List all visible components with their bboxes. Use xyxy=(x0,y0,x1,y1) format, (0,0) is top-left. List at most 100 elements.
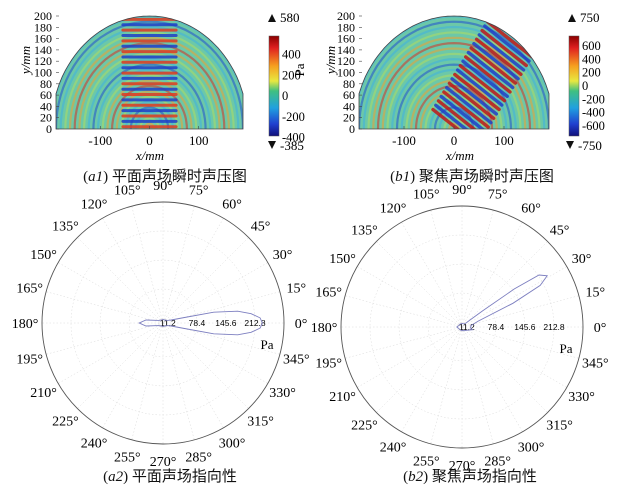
a2-angle-label: 225° xyxy=(52,415,79,430)
a1-wavefront xyxy=(68,36,231,129)
a2-angle-label: 15° xyxy=(286,281,306,296)
b1-beam-stripe xyxy=(483,24,531,63)
caption-b2-text: 聚焦声场指向性 xyxy=(431,469,537,485)
a2-grid-spoke xyxy=(102,218,164,324)
b1-beam-stripe xyxy=(431,107,479,129)
b2-angle-label: 30° xyxy=(572,252,592,267)
a2-angle-label: 330° xyxy=(269,386,296,401)
a2-radial-label: 212.8 xyxy=(244,318,266,328)
a2-angle-label: 240° xyxy=(81,437,108,452)
b2-grid-spoke xyxy=(345,326,463,359)
b2-angle-label: 330° xyxy=(568,390,595,405)
b2-angle-label: 240° xyxy=(380,441,407,456)
b1-colorbar-tick-label: -600 xyxy=(582,119,605,133)
b1-wavefront xyxy=(376,41,532,129)
a2-grid-spoke xyxy=(162,291,280,324)
b2-grid-spoke xyxy=(461,326,579,359)
a1-y-tick-label: 100 xyxy=(34,66,52,80)
b2-grid-spoke xyxy=(345,295,463,328)
b1-y-tick-label: 80 xyxy=(343,77,355,91)
a2-angle-label: 180° xyxy=(12,317,39,332)
b1-x-label: x/mm xyxy=(445,148,474,163)
b1-colorbar-max-triangle xyxy=(568,14,576,22)
b1-beam-stripe xyxy=(447,81,496,120)
a1-y-tick-label: 180 xyxy=(34,20,52,34)
a1-x-tick-label: -100 xyxy=(88,133,112,148)
b2-outer-circle xyxy=(340,205,584,449)
a1-colorbar-max-label: 580 xyxy=(280,10,300,25)
b1-colorbar-min-label: -750 xyxy=(578,138,602,153)
b2-grid-spoke xyxy=(461,326,548,413)
b2-radial-label: 11.2 xyxy=(459,322,475,332)
b1-colorbar-min-triangle xyxy=(566,141,574,149)
a1-wavefront xyxy=(120,95,179,129)
b1-x-ticks: -100 0 100 xyxy=(392,126,514,148)
b2-angle-label: 195° xyxy=(315,357,342,372)
b1-y-tick-label: 160 xyxy=(337,32,355,46)
a2-grid-spoke xyxy=(77,237,164,324)
b1-plot-outline xyxy=(358,15,550,130)
b1-y-tick-label: 20 xyxy=(343,111,355,125)
a1-colorbar-tick-label: -200 xyxy=(282,110,305,124)
a1-colorbar-tick-label: 0 xyxy=(282,89,288,103)
b2-grid-circle xyxy=(427,292,497,362)
a1-wavefront xyxy=(111,84,188,129)
a2-angle-label: 105° xyxy=(114,184,141,199)
a1-wavefront xyxy=(106,79,193,129)
b1-heatmap xyxy=(359,16,549,129)
b2-grid-spoke xyxy=(461,210,494,328)
b2-angle-label: 15° xyxy=(585,285,605,300)
a1-plot-outline xyxy=(55,15,244,130)
b2-grid-spoke xyxy=(461,266,567,328)
caption-a2: (a2) 平面声场指向性 xyxy=(103,469,237,485)
caption-b2-id: b2 xyxy=(408,469,424,485)
b1-y-tick-label: 200 xyxy=(337,9,355,23)
a2-angle-label: 270° xyxy=(150,455,177,470)
b2-grid-spoke xyxy=(401,222,463,328)
a1-y-tick-label: 20 xyxy=(40,111,52,125)
a1-wavefront xyxy=(97,68,202,129)
b1-y-tick-label: 180 xyxy=(337,20,355,34)
panel-a2: 0° 15° 30°45° 60° 75° 90° 105° 120°135° 150° 165°… xyxy=(12,179,310,470)
b2-angle-label: 285° xyxy=(484,454,511,469)
b2-angle-label: 180° xyxy=(311,321,338,336)
b1-beam-stripe xyxy=(453,72,501,112)
a2-grid-spoke xyxy=(162,206,195,324)
b1-colorbar-tick-label: -400 xyxy=(582,106,605,120)
caption-a1-text: 平面声场瞬时声压图 xyxy=(111,169,247,185)
a1-x-label: x/mm xyxy=(135,148,164,163)
b2-radial-label: 145.6 xyxy=(514,322,536,332)
a1-wavefront xyxy=(59,25,240,129)
a2-unit-label: Pa xyxy=(261,337,274,352)
b1-x-tick-label: 100 xyxy=(494,133,514,148)
b2-unit-label: Pa xyxy=(560,341,573,356)
a2-grid-spoke xyxy=(77,322,164,409)
a1-colorbar-tick-label: -400 xyxy=(282,131,305,145)
b1-y-tick-label: 0 xyxy=(349,122,355,136)
a1-wavefront xyxy=(56,20,243,129)
a1-wavefront xyxy=(115,90,184,129)
a1-x-tick-label: 100 xyxy=(189,133,209,148)
b2-angle-label: 105° xyxy=(413,188,440,203)
b2-angle-label: 60° xyxy=(521,202,541,217)
b2-grid-spoke xyxy=(376,241,463,328)
a2-angle-label: 210° xyxy=(30,386,57,401)
b2-grid-spoke xyxy=(430,210,463,328)
a2-angle-label: 345° xyxy=(283,353,310,368)
b1-wavefront xyxy=(448,122,460,129)
a2-grid-spoke xyxy=(162,322,224,428)
b2-angle-label: 210° xyxy=(329,390,356,405)
a1-y-tick-label: 0 xyxy=(46,122,52,136)
b1-wavefront xyxy=(372,36,536,129)
b1-colorbar-max-label: 750 xyxy=(580,10,600,25)
b1-x-tick-label: 0 xyxy=(451,133,458,148)
a2-angle-label: 90° xyxy=(153,179,173,194)
a2-grid-circle xyxy=(99,259,227,387)
a2-grid-spoke xyxy=(162,322,280,355)
a2-grid-spoke xyxy=(131,206,164,324)
b1-beam-stripe xyxy=(464,55,512,94)
a2-grid-spoke xyxy=(162,237,249,324)
b1-beam-stripe xyxy=(469,46,518,85)
